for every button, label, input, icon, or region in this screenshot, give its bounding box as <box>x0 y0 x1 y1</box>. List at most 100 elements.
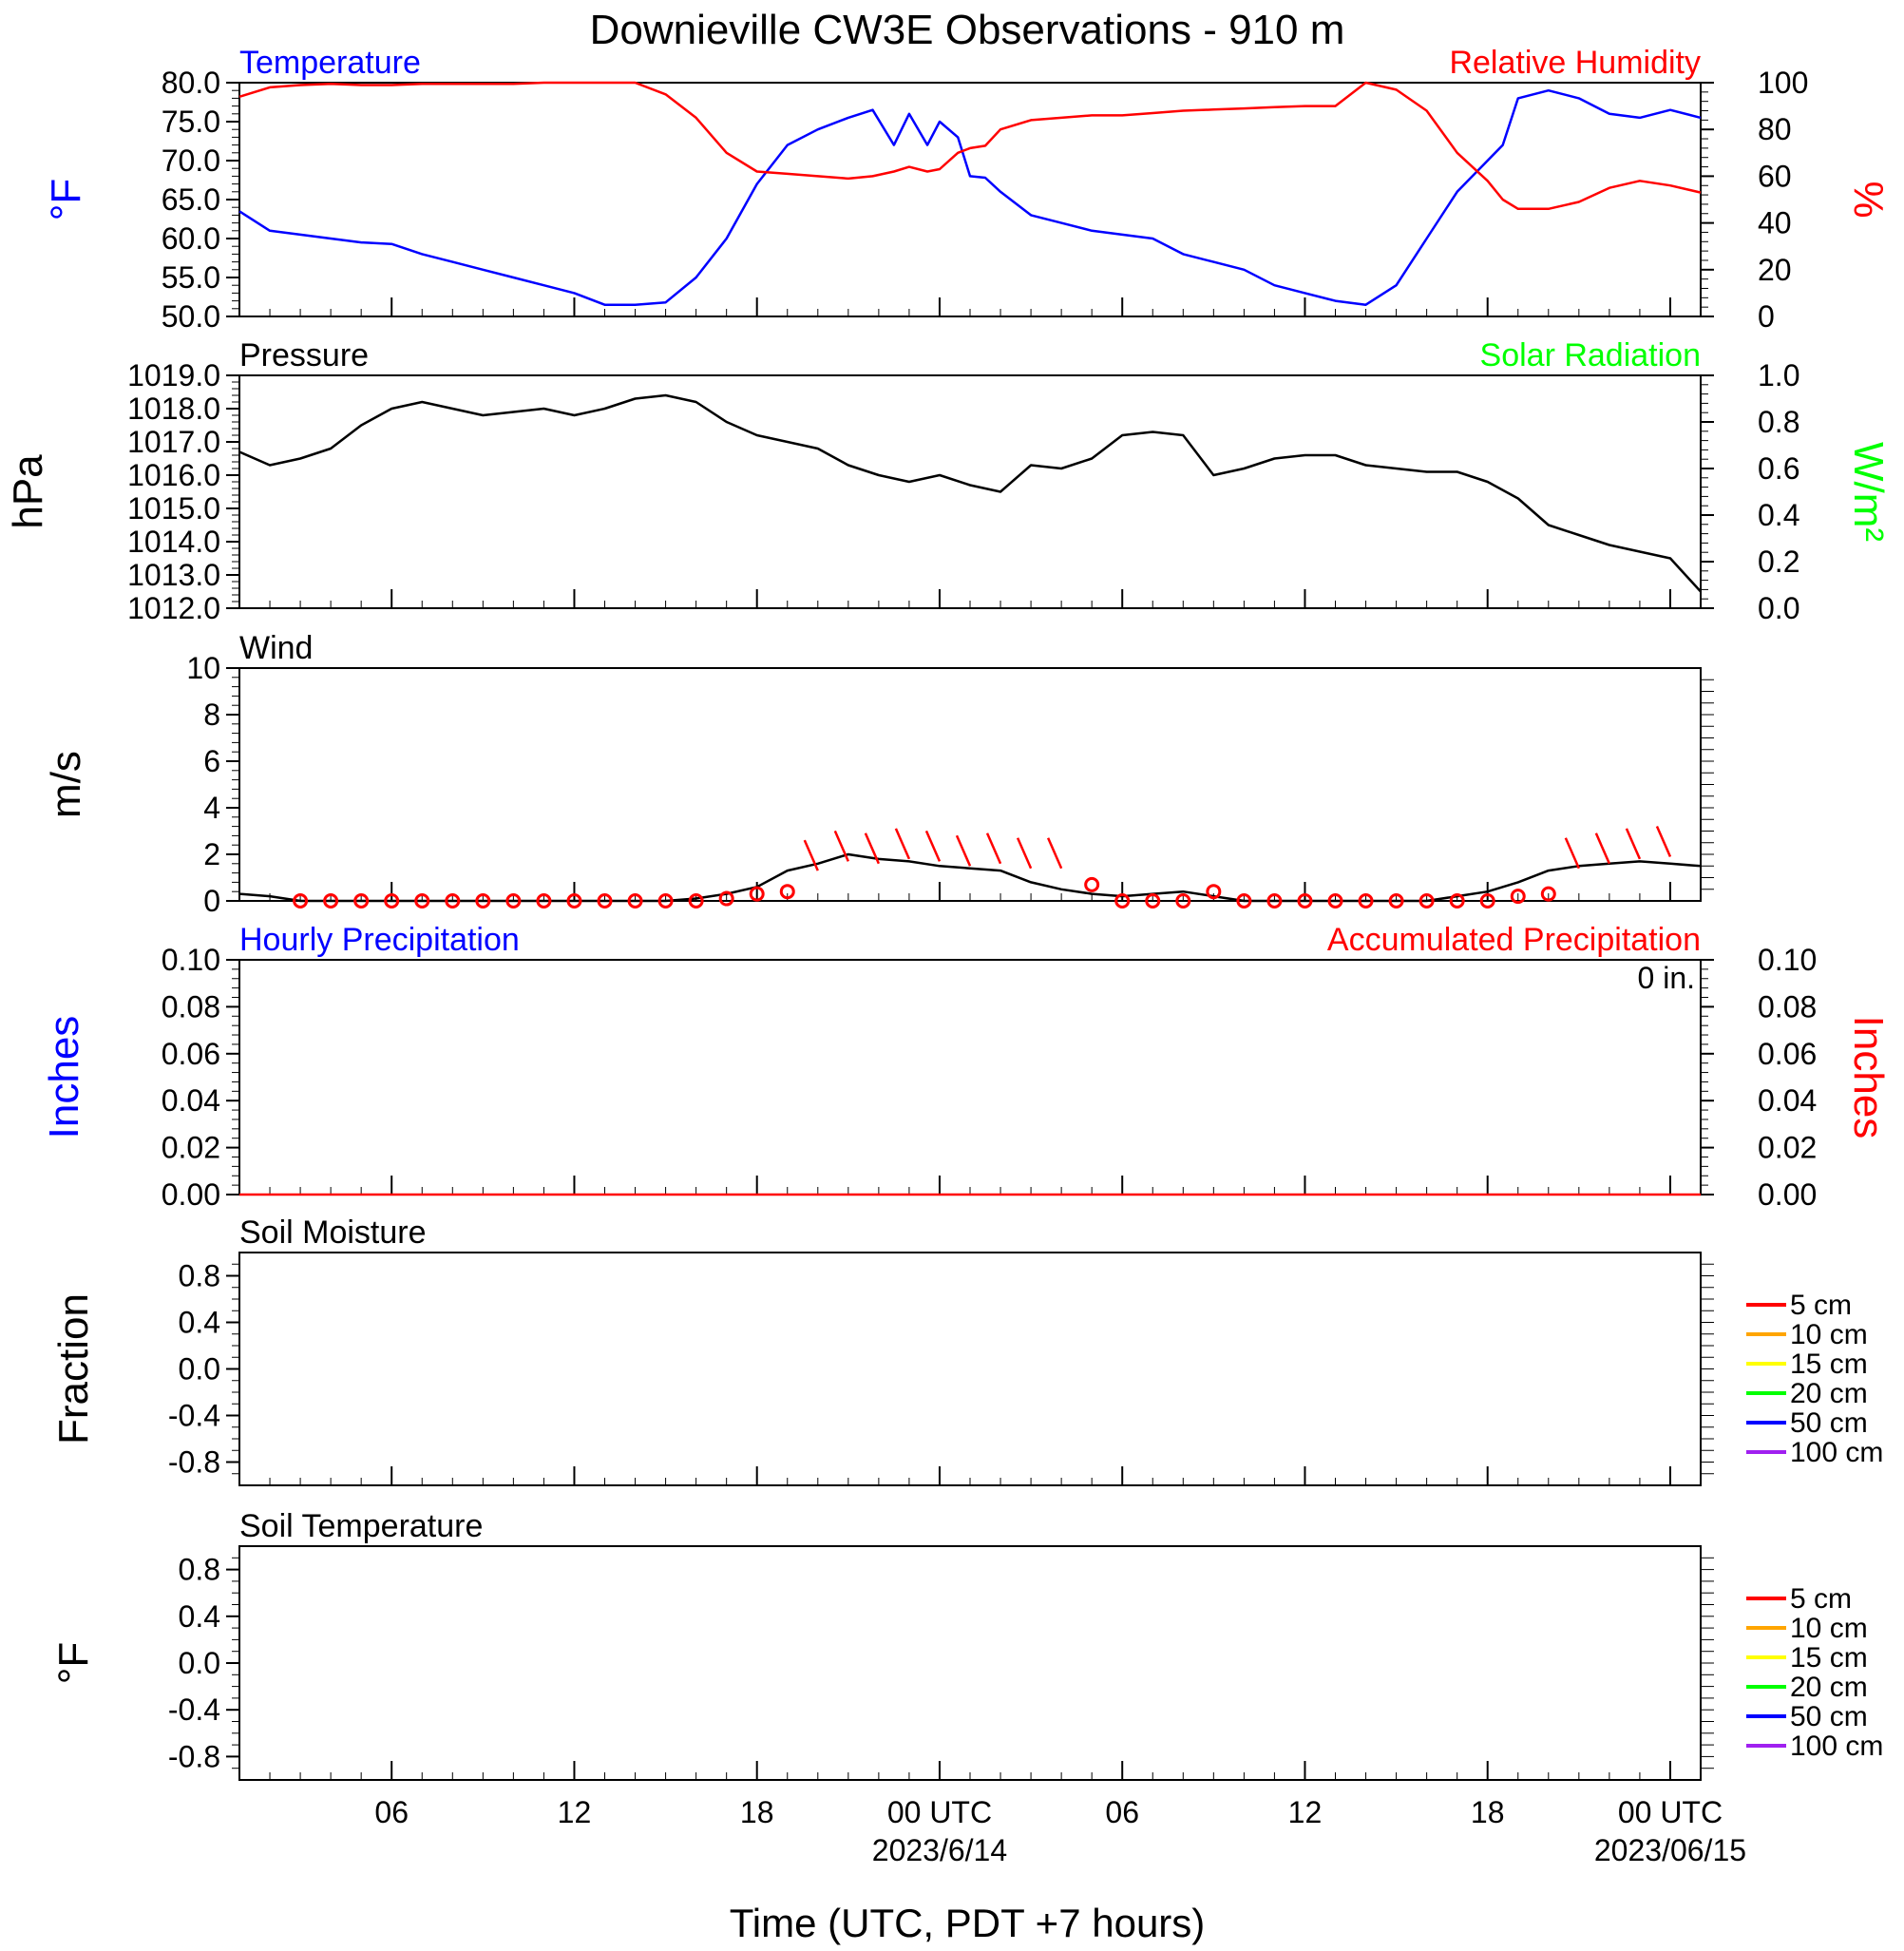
y-tick-label-right: 0 <box>1758 299 1775 334</box>
y-tick-label-left: 1019.0 <box>127 358 220 392</box>
panel-label-left: Temperature <box>239 45 421 81</box>
plot-frame <box>238 82 1702 317</box>
x-tick-label: 12 <box>558 1795 592 1829</box>
panel-label-left: Soil Moisture <box>239 1215 427 1251</box>
wind-barb <box>1594 832 1611 865</box>
wind-calm-marker <box>1418 893 1435 909</box>
series-line-1 <box>238 81 1702 211</box>
y-tick-label-right: 1.0 <box>1758 358 1799 392</box>
y-axis-title-left: Inches <box>41 1016 87 1139</box>
panel-wind: 0 2 4 6 8 10 Wind m/s <box>43 630 1714 918</box>
y-tick-label-right: 40 <box>1758 206 1792 240</box>
panel-label-right: Accumulated Precipitation <box>1327 922 1701 958</box>
y-tick-label-left: 0.0 <box>179 1352 220 1387</box>
y-tick-label-left: 0.0 <box>179 1646 220 1680</box>
wind-barb <box>803 839 819 871</box>
wind-calm-marker <box>414 893 430 909</box>
y-tick-label-left: 0.04 <box>162 1083 220 1118</box>
x-tick-label: 06 <box>1105 1795 1139 1829</box>
wind-calm-marker <box>505 893 522 909</box>
panels: 50.055.060.065.070.075.080.0020406080100… <box>5 45 1892 1867</box>
wind-calm-marker <box>445 893 461 909</box>
plot-frame <box>238 1252 1702 1486</box>
y-tick-label-right: 100 <box>1758 66 1808 100</box>
y-tick-label-left: 1018.0 <box>127 392 220 426</box>
panel-label-right: Relative Humidity <box>1449 45 1701 81</box>
y-tick-label-right: 0.0 <box>1758 591 1799 625</box>
series-line-0 <box>238 852 1702 903</box>
y-tick-label-left: -0.8 <box>168 1445 220 1480</box>
wind-barb <box>833 830 849 862</box>
y-tick-label-left: 0.06 <box>162 1037 220 1071</box>
soil-legend-label: 10 cm <box>1790 1613 1868 1644</box>
y-axis-title-left: m/s <box>43 751 89 818</box>
y-tick-label-left: 0.8 <box>179 1553 220 1587</box>
wind-calm-marker <box>323 893 339 909</box>
wind-calm-marker <box>1206 884 1222 900</box>
y-tick-label-right: 0.8 <box>1758 405 1799 439</box>
y-axis-title-left: °F <box>43 179 89 220</box>
x-tick-label: 18 <box>1471 1795 1505 1829</box>
y-tick-label-left: 0 <box>203 884 220 918</box>
y-tick-label-left: 4 <box>203 791 220 825</box>
y-tick-label-right: 0.00 <box>1758 1177 1817 1212</box>
panel-soil-moisture: -0.8 -0.4 0.0 0.4 0.8 Soil Moisture Fraction <box>50 1215 1714 1486</box>
soil-legend-label: 15 cm <box>1790 1642 1868 1674</box>
y-tick-label-left: 1015.0 <box>127 491 220 526</box>
y-tick-label-right: 0.02 <box>1758 1131 1817 1165</box>
y-axis-title-right: Inches <box>1845 1016 1892 1139</box>
x-tick-date-label: 2023/06/15 <box>1594 1833 1746 1867</box>
wind-calm-marker <box>475 893 491 909</box>
wind-calm-marker <box>1175 893 1191 909</box>
wind-calm-marker <box>779 884 795 900</box>
plot-frame <box>238 1545 1702 1781</box>
y-tick-label-right: 20 <box>1758 253 1792 287</box>
soil-legend-label: 5 cm <box>1790 1290 1852 1321</box>
panel-pressure: 1012.01013.01014.01015.01016.01017.01018… <box>5 337 1892 625</box>
wind-barb <box>924 830 942 862</box>
wind-calm-marker <box>1358 893 1374 909</box>
y-tick-label-right: 0.10 <box>1758 943 1817 977</box>
panel-label-left: Soil Temperature <box>239 1508 483 1544</box>
y-tick-label-left: 8 <box>203 698 220 732</box>
soil-legend-label: 20 cm <box>1790 1672 1868 1703</box>
wind-barb <box>894 828 911 860</box>
wind-calm-marker <box>718 890 734 907</box>
y-tick-label-left: 6 <box>203 744 220 778</box>
y-tick-label-right: 60 <box>1758 159 1792 193</box>
plot-frame <box>238 959 1702 1195</box>
y-tick-label-right: 80 <box>1758 112 1792 146</box>
wind-barb <box>1564 837 1580 870</box>
wind-calm-marker <box>657 893 674 909</box>
wind-barb <box>1655 825 1672 857</box>
wind-calm-marker <box>1510 889 1526 905</box>
panel-precipitation: 0.00 0.02 0.04 0.06 0.08 0.10 0.00 0.02 0.04 0.06… <box>41 922 1892 1212</box>
wind-calm-marker <box>1449 893 1465 909</box>
y-tick-label-left: 0.4 <box>179 1599 220 1634</box>
wind-barb <box>1016 837 1033 870</box>
y-tick-label-left: 60.0 <box>162 221 220 256</box>
wind-calm-marker <box>1388 893 1404 909</box>
panel-label-left: Pressure <box>239 337 369 373</box>
panel-label-left: Wind <box>239 630 313 666</box>
y-tick-label-left: 0.00 <box>162 1177 220 1212</box>
wind-calm-marker <box>749 886 765 902</box>
y-tick-label-left: 0.02 <box>162 1131 220 1165</box>
y-tick-label-left: 70.0 <box>162 143 220 178</box>
panel-soil-temperature: -0.8 -0.4 0.0 0.4 0.8 Soil Temperature °F <box>50 1508 1714 1781</box>
y-tick-label-right: 0.4 <box>1758 498 1799 532</box>
y-tick-label-left: 2 <box>203 837 220 871</box>
y-tick-label-left: 80.0 <box>162 66 220 100</box>
y-tick-label-right: 0.06 <box>1758 1037 1817 1071</box>
soil-legend-label: 50 cm <box>1790 1701 1868 1732</box>
y-tick-label-left: -0.8 <box>168 1739 220 1773</box>
chart-title: Downieville CW3E Observations - 910 m <box>590 7 1345 53</box>
wind-barb <box>864 832 881 865</box>
y-tick-label-left: -0.4 <box>168 1399 220 1433</box>
wind-calm-marker <box>384 893 400 909</box>
x-tick-label: 06 <box>374 1795 409 1829</box>
wind-calm-marker <box>627 893 643 909</box>
soil-legend-label: 20 cm <box>1790 1378 1868 1409</box>
x-tick-label: 18 <box>740 1795 774 1829</box>
